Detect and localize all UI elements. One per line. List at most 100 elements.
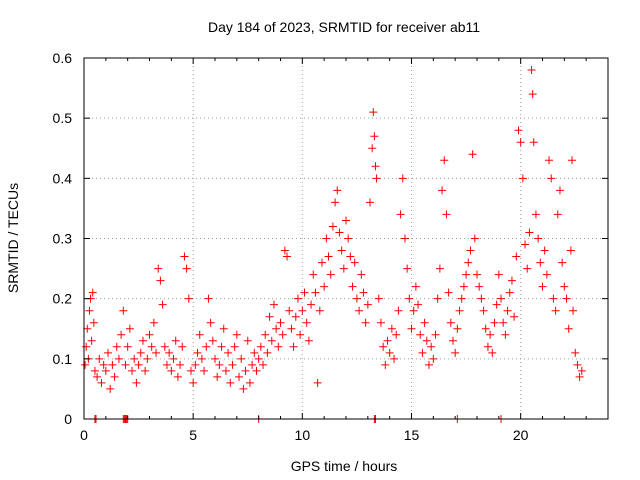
- data-point: [272, 324, 281, 333]
- y-tick-label: 0.3: [53, 231, 73, 247]
- data-point: [540, 246, 549, 255]
- data-point: [453, 324, 462, 333]
- data-point: [518, 174, 527, 183]
- data-point: [569, 306, 578, 315]
- data-point: [248, 360, 257, 369]
- data-point: [313, 378, 322, 387]
- data-point: [369, 108, 378, 117]
- data-point: [525, 228, 534, 237]
- data-point: [224, 348, 233, 357]
- data-point: [481, 324, 490, 333]
- data-point: [394, 306, 403, 315]
- data-point: [250, 348, 259, 357]
- data-point: [87, 336, 96, 345]
- data-point: [243, 336, 252, 345]
- data-point: [479, 306, 488, 315]
- data-point: [420, 318, 429, 327]
- data-point: [328, 222, 337, 231]
- data-point: [339, 264, 348, 273]
- data-point: [241, 366, 250, 375]
- data-point: [416, 330, 425, 339]
- x-tick-label: 15: [404, 427, 420, 443]
- data-point: [197, 354, 206, 363]
- data-point: [149, 318, 158, 327]
- data-point: [551, 306, 560, 315]
- data-point: [475, 282, 484, 291]
- data-point: [448, 336, 457, 345]
- data-point: [221, 366, 230, 375]
- data-point: [403, 264, 412, 273]
- data-point: [545, 156, 554, 165]
- data-point: [121, 360, 130, 369]
- data-point: [560, 282, 569, 291]
- data-point: [307, 300, 316, 309]
- y-axis-label: SRMTID / TECUs: [5, 183, 21, 293]
- data-point: [381, 360, 390, 369]
- data-point: [387, 324, 396, 333]
- data-point: [289, 342, 298, 351]
- data-point: [466, 246, 475, 255]
- data-point: [333, 186, 342, 195]
- data-point: [88, 288, 97, 297]
- data-point: [396, 210, 405, 219]
- data-point: [444, 288, 453, 297]
- data-point: [573, 360, 582, 369]
- data-point: [407, 324, 416, 333]
- data-point: [300, 288, 309, 297]
- data-point: [429, 354, 438, 363]
- data-point: [366, 198, 375, 207]
- data-point: [304, 336, 313, 345]
- data-point: [202, 342, 211, 351]
- data-point: [483, 342, 492, 351]
- data-point: [549, 294, 558, 303]
- data-point: [555, 186, 564, 195]
- y-tick-label: 0.6: [53, 50, 73, 66]
- y-tick-label: 0.2: [53, 291, 73, 307]
- data-point: [269, 300, 278, 309]
- data-point: [254, 354, 263, 363]
- data-point: [427, 342, 436, 351]
- data-point: [490, 318, 499, 327]
- data-point: [510, 312, 519, 321]
- data-point: [558, 258, 567, 267]
- data-point: [470, 234, 479, 243]
- data-point: [180, 252, 189, 261]
- data-point: [440, 156, 449, 165]
- data-point: [228, 360, 237, 369]
- data-point: [276, 318, 285, 327]
- data-point: [191, 360, 200, 369]
- data-point: [230, 342, 239, 351]
- data-point: [357, 270, 366, 279]
- data-point: [473, 270, 481, 279]
- data-point: [451, 348, 460, 357]
- data-point: [418, 348, 427, 357]
- data-point: [182, 264, 191, 273]
- data-point: [507, 276, 516, 285]
- data-point: [117, 330, 126, 339]
- data-point: [119, 306, 128, 315]
- data-point: [521, 240, 530, 249]
- data-point: [405, 294, 414, 303]
- data-point: [193, 348, 202, 357]
- data-point: [293, 294, 302, 303]
- data-point: [527, 66, 536, 75]
- data-point: [492, 300, 501, 309]
- data-point: [488, 348, 497, 357]
- data-point: [138, 336, 147, 345]
- data-point: [200, 366, 209, 375]
- data-point: [352, 294, 361, 303]
- data-point: [374, 294, 383, 303]
- data-point: [267, 336, 276, 345]
- data-point: [361, 318, 370, 327]
- data-point: [217, 342, 226, 351]
- data-point: [337, 246, 346, 255]
- x-axis-label: GPS time / hours: [291, 458, 398, 474]
- data-point: [287, 324, 296, 333]
- data-point: [577, 366, 586, 375]
- data-point: [108, 360, 117, 369]
- data-point: [283, 252, 292, 261]
- data-point: [298, 306, 307, 315]
- data-point: [186, 366, 195, 375]
- data-point: [95, 354, 104, 363]
